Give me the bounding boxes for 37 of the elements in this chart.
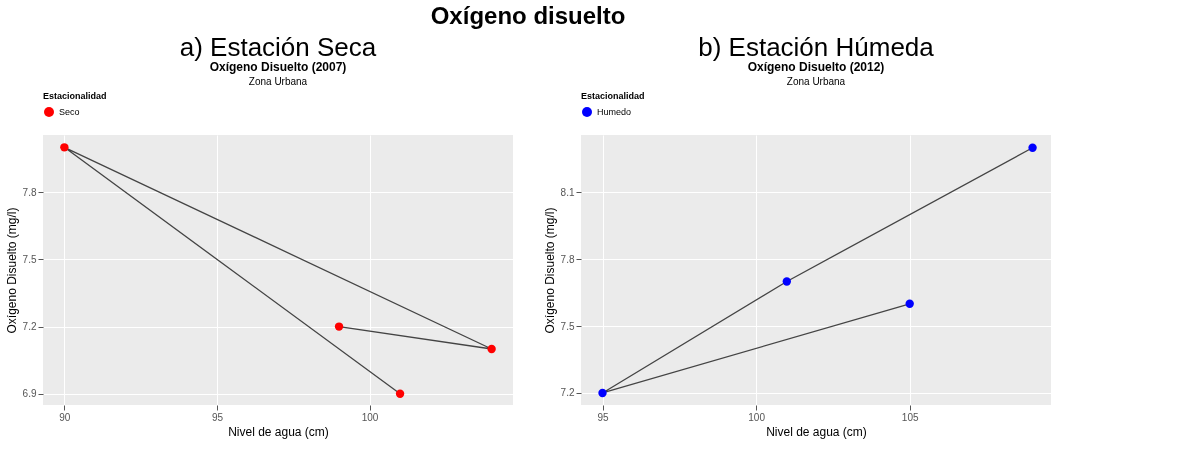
chart-title: Oxígeno Disuelto (2007) — [209, 60, 347, 74]
y-axis-title: Oxígeno Disuelto (mg/l) — [542, 207, 557, 334]
point — [487, 344, 496, 354]
legend-label: Seco — [59, 107, 80, 117]
point — [395, 389, 405, 398]
legend-title: Estacionalidad — [581, 91, 645, 101]
y-tick-label: 7.8 — [560, 253, 575, 265]
x-tick-label: 105 — [901, 411, 919, 423]
chart-subtitle: Zona Urbana — [786, 76, 846, 87]
text: Oxígeno disuelto — [430, 2, 626, 29]
legend-title: Estacionalidad — [43, 91, 107, 101]
x-tick-label: 95 — [597, 411, 609, 423]
point — [598, 388, 607, 398]
legend-label: Humedo — [597, 107, 632, 117]
chart-title: Oxígeno Disuelto (2012) — [747, 60, 885, 74]
y-tick-label: 7.2 — [560, 387, 575, 399]
point — [782, 277, 791, 286]
point — [60, 143, 69, 152]
x-tick-label: 90 — [59, 411, 71, 423]
y-tick-label: 7.5 — [560, 320, 575, 332]
y-tick-label: 6.9 — [22, 388, 37, 400]
text: a) Estación Seca — [179, 32, 377, 62]
point — [1028, 143, 1037, 152]
y-tick-label: 7.8 — [22, 186, 37, 198]
text: b) Estación Húmeda — [698, 32, 935, 62]
y-tick-label: 7.2 — [22, 321, 37, 333]
y-tick-label: 7.5 — [22, 253, 37, 265]
point — [905, 299, 914, 308]
chart-subtitle: Zona Urbana — [248, 76, 308, 87]
x-tick-label: 100 — [361, 411, 379, 423]
x-tick-label: 95 — [211, 411, 224, 423]
point — [334, 322, 344, 331]
x-axis-title: Nivel de agua (cm) — [228, 424, 329, 439]
y-axis-title: Oxígeno Disuelto (mg/l) — [4, 207, 19, 334]
x-tick-label: 100 — [748, 411, 766, 423]
x-axis-title: Nivel de agua (cm) — [766, 424, 867, 439]
y-tick-label: 8.1 — [560, 186, 575, 198]
